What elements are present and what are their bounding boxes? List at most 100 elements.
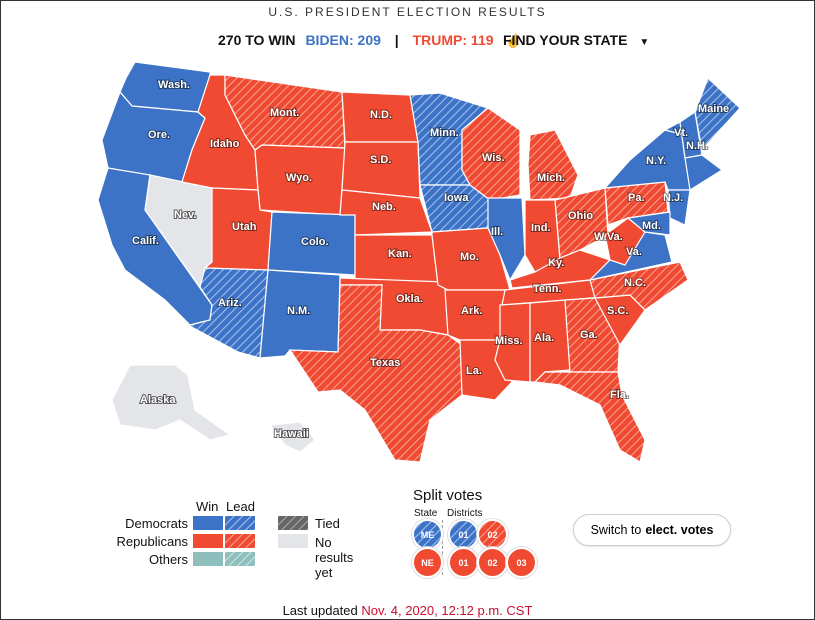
find-your-state-dropdown[interactable]: FIND YOUR STATE ▼ [503, 32, 649, 48]
biden-count: BIDEN: 209 [305, 32, 381, 48]
label-pa: Pa. [628, 192, 645, 204]
label-mt: Mont. [270, 107, 299, 119]
label-fl: Fla. [610, 389, 629, 401]
find-your-state-label: FIND YOUR STATE [503, 32, 628, 48]
label-wv: W.Va. [594, 231, 623, 243]
label-nm: N.M. [287, 305, 310, 317]
label-ny: N.Y. [646, 155, 666, 167]
legend-oth-lead-swatch [225, 552, 255, 566]
label-mo: Mo. [460, 251, 479, 263]
last-updated-timestamp: Nov. 4, 2020, 12:12 p.m. CST [361, 603, 533, 618]
label-neb: Neb. [372, 201, 396, 213]
state-ak[interactable] [111, 364, 232, 441]
label-in: Ind. [531, 222, 551, 234]
legend-dem-lead-swatch [225, 516, 255, 530]
label-md: Md. [642, 220, 661, 232]
pointer-hand-icon: ☝ [505, 33, 522, 48]
label-az: Ariz. [218, 297, 242, 309]
state-wv[interactable] [604, 217, 646, 266]
chevron-down-icon: ▼ [639, 37, 650, 48]
label-wy: Wyo. [286, 172, 312, 184]
split-state-label: State [414, 508, 438, 519]
state-tx[interactable] [288, 284, 463, 463]
trump-count: TRUMP: 119 [412, 32, 494, 48]
legend-tied-swatch [278, 516, 308, 530]
label-ms: Miss. [495, 335, 523, 347]
label-tn: Tenn. [533, 283, 562, 295]
label-wa: Wash. [158, 79, 190, 91]
label-nd: N.D. [370, 109, 392, 121]
split-votes-title: Split votes [413, 487, 483, 504]
label-oh: Ohio [568, 210, 593, 222]
label-ga: Ga. [580, 329, 598, 341]
label-ok: Okla. [396, 293, 423, 305]
label-ak: Alaska [140, 394, 176, 406]
state-md[interactable] [626, 211, 671, 236]
label-vt: Vt. [674, 127, 688, 139]
state-me[interactable] [694, 76, 741, 152]
state-oh[interactable] [554, 187, 609, 259]
switch-prefix: Switch to [590, 523, 642, 537]
state-sd[interactable] [341, 141, 421, 199]
legend-others-label: Others [148, 552, 188, 567]
legend-win-header: Win [196, 499, 219, 514]
to-win-label: 270 TO WIN [218, 32, 296, 48]
label-hi: Hawaii [274, 428, 309, 440]
split-me-district-01[interactable]: 01 [448, 519, 479, 550]
legend-oth-win-swatch [193, 552, 223, 566]
state-ks[interactable] [354, 234, 439, 286]
legend-tied-label: Tied [315, 516, 340, 531]
page-title: U.S. PRESIDENT ELECTION RESULTS [268, 5, 547, 19]
state-nj[interactable] [667, 189, 691, 226]
switch-bold: elect. votes [645, 523, 714, 537]
split-ne-district-03[interactable]: 03 [506, 547, 537, 578]
label-ia: Iowa [444, 192, 469, 204]
split-me-state[interactable]: ME [412, 519, 443, 550]
legend-rep-lead-swatch [225, 534, 255, 548]
label-nv: Nev. [174, 209, 196, 221]
legend-no-results-swatch [278, 534, 308, 548]
label-la: La. [466, 365, 482, 377]
label-or: Ore. [148, 129, 170, 141]
label-ut: Utah [232, 221, 257, 233]
last-updated-label: Last updated [282, 603, 358, 618]
label-wi: Wis. [482, 152, 505, 164]
tally-bar: 270 TO WIN BIDEN: 209 | TRUMP: 119 ☝ [218, 32, 522, 49]
split-ne-district-02[interactable]: 02 [477, 547, 508, 578]
split-me-district-02[interactable]: 02 [477, 519, 508, 550]
legend-dem-win-swatch [193, 516, 223, 530]
switch-to-electoral-votes-button[interactable]: Switch to elect. votes [573, 514, 731, 546]
state-fl[interactable] [533, 371, 646, 463]
legend-democrats-label: Democrats [125, 516, 188, 531]
label-ca: Calif. [132, 235, 159, 247]
split-divider [442, 520, 443, 575]
state-hi[interactable] [268, 421, 316, 453]
split-districts-label: Districts [447, 508, 483, 519]
label-ky: Ky. [548, 257, 564, 269]
label-mn: Minn. [430, 127, 459, 139]
label-nc: N.C. [624, 277, 646, 289]
split-ne-district-01[interactable]: 01 [448, 547, 479, 578]
tally-separator: | [394, 32, 399, 48]
legend-lead-header: Lead [226, 499, 255, 514]
label-ar: Ark. [461, 305, 482, 317]
label-co: Colo. [301, 236, 329, 248]
state-ne-coast [684, 154, 724, 191]
state-mi[interactable] [527, 129, 579, 201]
label-me: Maine [698, 103, 729, 115]
label-il: Ill. [491, 226, 503, 238]
label-ks: Kan. [388, 248, 412, 260]
label-mi: Mich. [537, 172, 565, 184]
legend-rep-win-swatch [193, 534, 223, 548]
legend-republicans-label: Republicans [116, 534, 188, 549]
last-updated: Last updated Nov. 4, 2020, 12:12 p.m. CS… [0, 603, 815, 618]
label-nj: N.J. [663, 192, 683, 204]
state-nc[interactable] [589, 261, 689, 311]
split-ne-state[interactable]: NE [412, 547, 443, 578]
state-ky[interactable] [509, 249, 612, 289]
label-id: Idaho [210, 138, 240, 150]
label-sd: S.D. [370, 154, 391, 166]
label-va: Va. [626, 246, 642, 258]
label-tx: Texas [370, 357, 400, 369]
